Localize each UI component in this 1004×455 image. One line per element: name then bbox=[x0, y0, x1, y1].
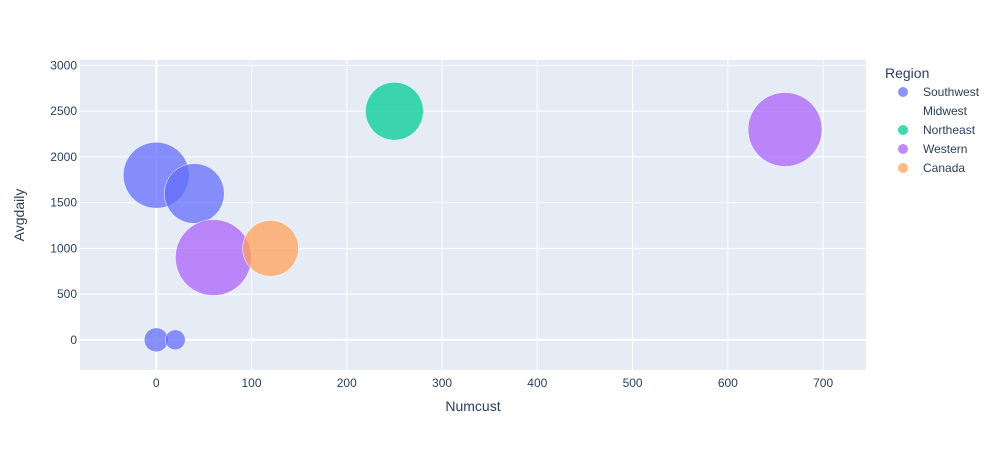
x-tick-label: 600 bbox=[718, 376, 738, 390]
y-tick-label: 0 bbox=[70, 333, 77, 347]
legend-marker bbox=[898, 87, 908, 97]
legend-label: Southwest bbox=[923, 85, 980, 99]
y-axis-title: Avgdaily bbox=[11, 189, 27, 242]
x-axis-title: Numcust bbox=[445, 398, 500, 414]
y-tick-label: 3000 bbox=[50, 58, 77, 72]
bubble-southwest[interactable] bbox=[165, 329, 186, 351]
legend-item-canada[interactable]: Canada bbox=[898, 161, 965, 175]
x-tick-label: 400 bbox=[527, 376, 547, 390]
bubble-canada[interactable] bbox=[242, 220, 299, 277]
y-tick-label: 1000 bbox=[50, 241, 77, 255]
y-tick-label: 2000 bbox=[50, 150, 77, 164]
legend-marker bbox=[898, 144, 908, 154]
bubble-southwest[interactable] bbox=[143, 327, 169, 353]
x-tick-label: 500 bbox=[623, 376, 643, 390]
x-tick-label: 100 bbox=[241, 376, 261, 390]
x-tick-label: 300 bbox=[432, 376, 452, 390]
y-tick-label: 2500 bbox=[50, 104, 77, 118]
legend-item-southwest[interactable]: Southwest bbox=[898, 85, 980, 99]
legend-marker bbox=[898, 163, 908, 173]
legend-item-western[interactable]: Western bbox=[898, 142, 967, 156]
legend-label: Northeast bbox=[923, 123, 976, 137]
legend-label: Western bbox=[923, 142, 967, 156]
bubble-western[interactable] bbox=[175, 219, 252, 296]
x-tick-label: 700 bbox=[813, 376, 833, 390]
legend[interactable]: Region Southwest Midwest Northeast Western C… bbox=[885, 65, 980, 175]
tick-labels: 0 100 200 300 400 500 600 700 0 500 1000 1500 2000 25… bbox=[50, 58, 833, 390]
bubble-southwest[interactable] bbox=[164, 163, 225, 224]
legend-title: Region bbox=[885, 65, 929, 81]
x-tick-label: 0 bbox=[153, 376, 160, 390]
bubble-western[interactable] bbox=[747, 92, 823, 167]
y-tick-label: 500 bbox=[57, 287, 77, 301]
bubbles bbox=[122, 81, 823, 353]
x-tick-label: 200 bbox=[337, 376, 357, 390]
legend-items[interactable]: Southwest Midwest Northeast Western Canada bbox=[898, 85, 980, 175]
y-tick-label: 1500 bbox=[50, 196, 77, 210]
grid-lines bbox=[80, 60, 866, 370]
bubble-northeast[interactable] bbox=[365, 81, 424, 141]
legend-item-midwest[interactable]: Midwest bbox=[923, 104, 968, 118]
legend-item-northeast[interactable]: Northeast bbox=[898, 123, 976, 137]
legend-label: Canada bbox=[923, 161, 965, 175]
legend-label: Midwest bbox=[923, 104, 968, 118]
legend-marker bbox=[898, 125, 908, 135]
